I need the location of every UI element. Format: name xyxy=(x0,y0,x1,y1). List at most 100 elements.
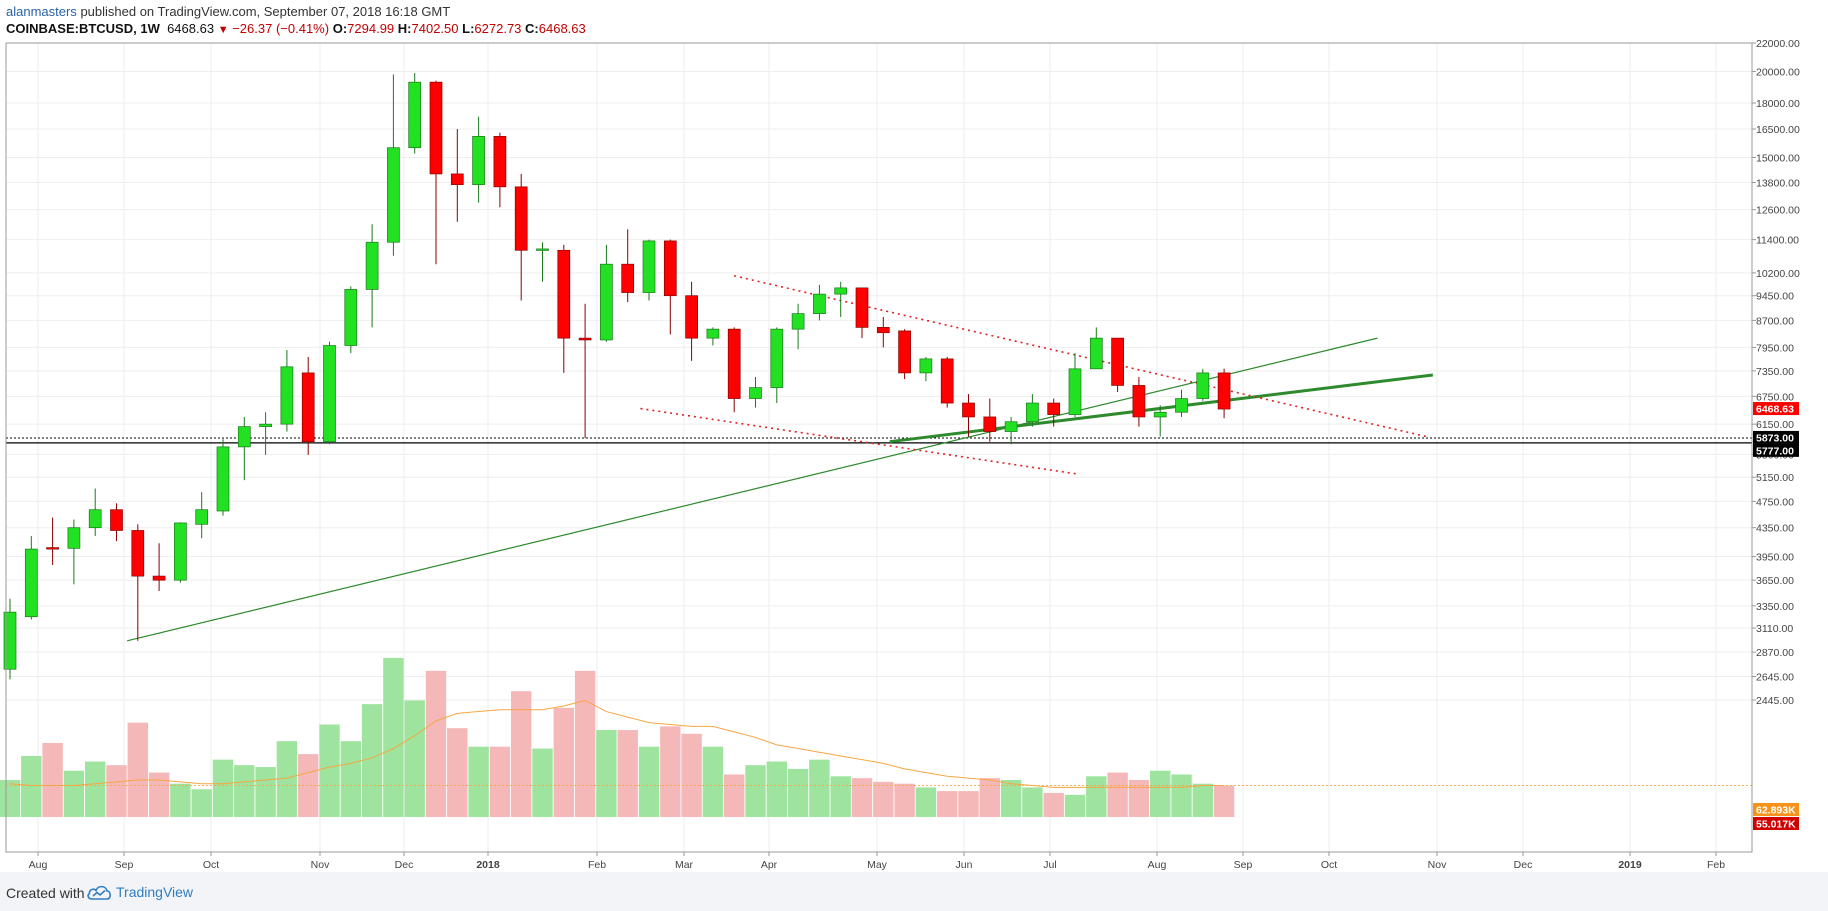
volume-bar xyxy=(702,746,724,817)
time-tick-label: Nov xyxy=(311,859,330,871)
candle-body xyxy=(642,240,656,293)
volume-bar xyxy=(1171,774,1192,817)
candle-body xyxy=(557,249,571,339)
price-tick-label: 4350.00 xyxy=(1756,523,1794,535)
price-label-text: 6468.63 xyxy=(1756,404,1794,416)
horizontal-lines xyxy=(6,437,1752,444)
price-tick-label: 9450.00 xyxy=(1756,291,1794,303)
candle-body xyxy=(237,426,251,448)
candle-body xyxy=(1111,337,1124,386)
volume-label-box xyxy=(1753,817,1799,830)
price-tick-label: 2445.00 xyxy=(1756,695,1794,707)
price-tick-label: 7950.00 xyxy=(1756,342,1794,354)
open-label: O: xyxy=(332,21,348,36)
time-tick-label: Oct xyxy=(1321,859,1337,871)
candle-body xyxy=(962,402,975,418)
author-link[interactable]: alanmasters xyxy=(6,4,77,19)
volume-label-text: 55.017K xyxy=(1756,819,1796,831)
publish-text: published on TradingView.com, September … xyxy=(80,4,451,19)
candle-body xyxy=(514,186,528,251)
candle-body xyxy=(1004,421,1018,432)
volume-bar xyxy=(851,778,873,817)
volume-bar xyxy=(638,746,660,817)
candle-body xyxy=(110,509,123,531)
price-tick-label: 8700.00 xyxy=(1756,315,1794,327)
candle-body xyxy=(578,337,592,341)
candle-body xyxy=(770,328,784,388)
candle-body xyxy=(791,313,805,330)
volume-bar xyxy=(42,743,63,817)
price-tick-label: 3950.00 xyxy=(1756,552,1794,564)
volume-bar xyxy=(85,761,106,817)
candle-body xyxy=(174,522,187,581)
price-tick-label: 15000.00 xyxy=(1756,153,1800,165)
volume-bar xyxy=(681,733,702,817)
price-label-text: 5873.00 xyxy=(1756,432,1794,444)
price-axis[interactable]: 2445.00 2645.00 2870.00 3110.00 3350.00 3650.… xyxy=(1752,38,1800,707)
trendlines[interactable] xyxy=(127,275,1434,642)
volume-bar xyxy=(617,730,638,817)
candle-body xyxy=(1089,337,1103,370)
candle-body xyxy=(195,509,209,525)
price-tick-label: 18000.00 xyxy=(1756,98,1800,110)
volume-bar xyxy=(1192,783,1213,817)
volume-bar xyxy=(1000,780,1022,817)
volume-bar xyxy=(255,767,276,817)
price-chart[interactable]: 2445.00 2645.00 2870.00 3110.00 3350.00 3650.… xyxy=(0,0,1828,872)
candle-body xyxy=(1068,368,1082,415)
price-tick-label: 2870.00 xyxy=(1756,647,1794,659)
candle-body xyxy=(940,358,954,404)
price-tick-label: 3650.00 xyxy=(1756,575,1794,587)
candle-body xyxy=(685,295,698,339)
price-tick-label: 10200.00 xyxy=(1756,268,1800,280)
time-axis[interactable]: Aug Sep Oct Nov Dec 2018 Feb Mar Apr May Jun Jul Aug… xyxy=(29,852,1726,871)
volume-bar xyxy=(212,759,234,817)
price-tick-label: 3110.00 xyxy=(1756,623,1793,635)
candle-body xyxy=(301,372,315,443)
candle-body xyxy=(727,328,741,399)
candle-body xyxy=(834,287,848,295)
price-label-box xyxy=(1753,443,1799,457)
plot-frame xyxy=(5,42,1753,853)
candle-body xyxy=(898,330,911,374)
volume-bar xyxy=(1022,787,1043,817)
price-tick-label: 6750.00 xyxy=(1756,391,1794,403)
time-tick-label: Apr xyxy=(761,859,778,871)
candle-body xyxy=(1217,372,1231,410)
candle-body xyxy=(88,509,102,529)
volume-bar xyxy=(894,783,915,817)
price-tick-label: 12600.00 xyxy=(1756,205,1800,217)
time-tick-label: Sep xyxy=(115,859,134,871)
candle-body xyxy=(1026,402,1039,423)
price-tick-label: 3350.00 xyxy=(1756,601,1794,613)
candle-body xyxy=(24,548,38,618)
candle-body xyxy=(1132,385,1146,418)
volume-bar xyxy=(1128,780,1150,817)
low-value: 6272.73 xyxy=(474,21,522,36)
volume-bar xyxy=(596,730,617,817)
volume-bar xyxy=(979,778,1000,817)
volume-bar xyxy=(574,670,596,817)
volume-bar xyxy=(383,657,404,817)
tradingview-logo[interactable]: TradingView xyxy=(86,883,193,901)
candle-body xyxy=(1153,411,1167,418)
volume-bar xyxy=(425,670,447,817)
price-tick-label: 6150.00 xyxy=(1756,419,1794,431)
price-label-box xyxy=(1753,430,1799,444)
volume-bar xyxy=(468,746,489,817)
volume-bar xyxy=(830,776,851,817)
high-label: H: xyxy=(397,21,412,36)
time-tick-label: Dec xyxy=(1514,859,1533,871)
low-label: L: xyxy=(462,21,475,36)
time-tick-label: 2018 xyxy=(476,859,500,871)
volume-bar xyxy=(937,791,958,817)
grid xyxy=(6,42,1752,852)
cloud-icon xyxy=(87,885,111,900)
candle-body xyxy=(983,416,997,432)
volume-bar xyxy=(1064,794,1086,817)
candle-body xyxy=(493,136,507,188)
candle-body xyxy=(876,327,890,334)
price-tick-label: 20000.00 xyxy=(1756,67,1800,79)
high-value: 7402.50 xyxy=(411,21,459,36)
open-value: 7294.99 xyxy=(347,21,395,36)
